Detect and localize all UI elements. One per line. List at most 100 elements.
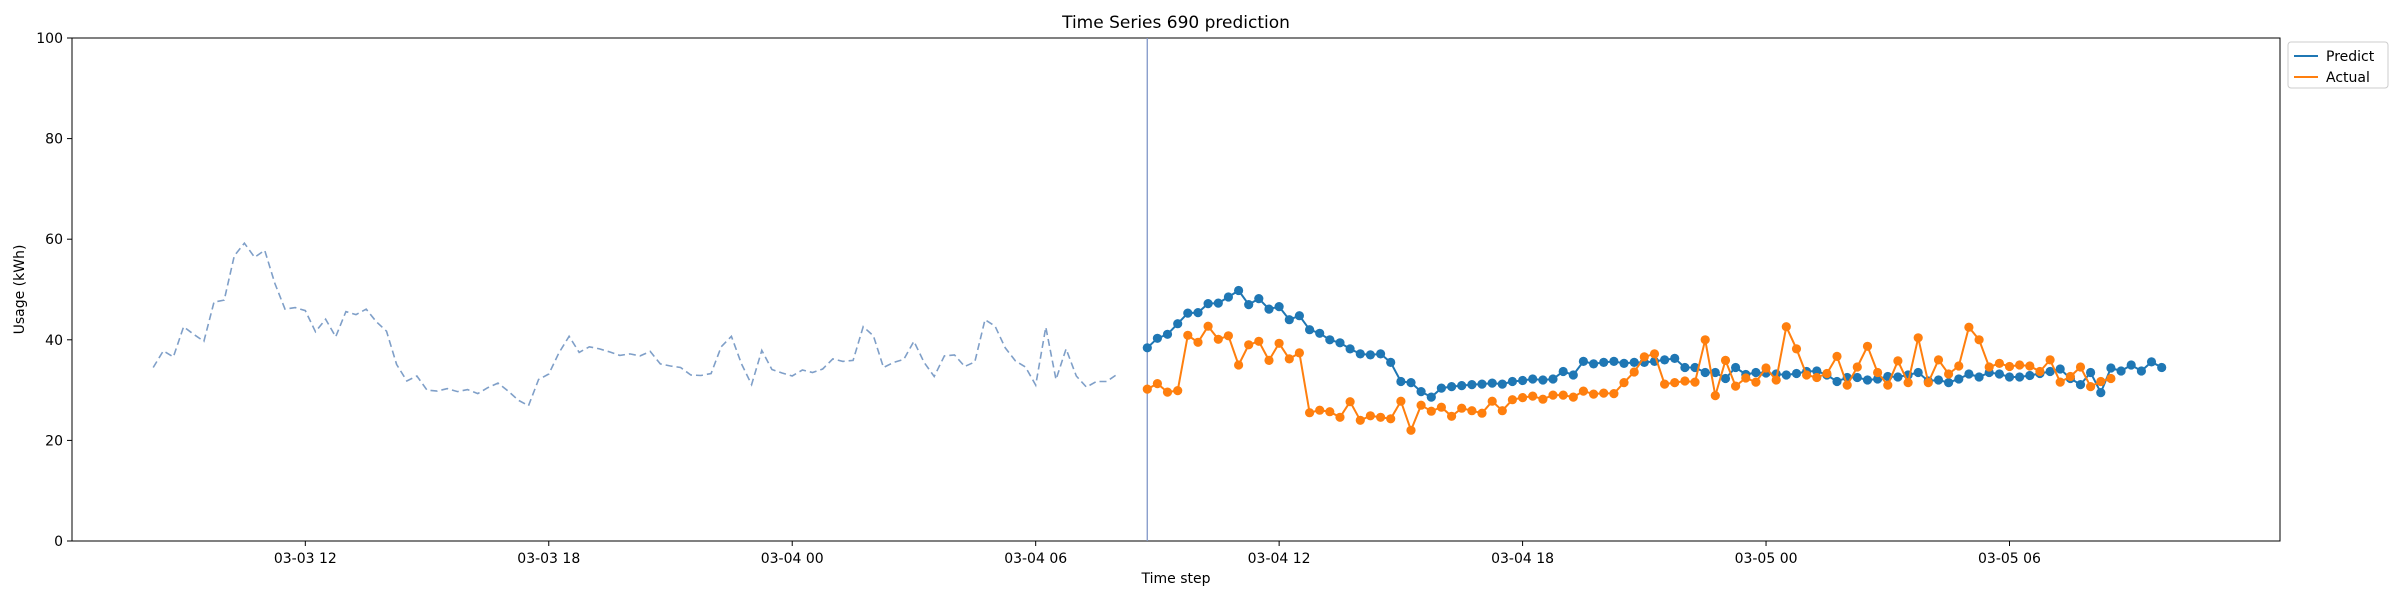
actual-point <box>1670 378 1680 388</box>
actual-point <box>1994 358 2004 368</box>
predict-point <box>1862 375 1873 385</box>
predict-point <box>1467 380 1477 390</box>
predict-point <box>1507 376 1517 387</box>
y-tick-label: 20 <box>45 433 63 449</box>
actual-point <box>1589 389 1599 399</box>
predict-point <box>2004 372 2015 382</box>
actual-point <box>1964 322 1974 332</box>
predict-point <box>2045 366 2055 377</box>
predict-point <box>1457 381 1467 391</box>
actual-point <box>2096 376 2106 387</box>
predict-point <box>1731 362 1741 373</box>
actual-point <box>1538 394 1548 404</box>
actual-point <box>1467 406 1477 416</box>
actual-point <box>1619 378 1629 388</box>
actual-point <box>1700 335 1710 345</box>
predict-point <box>1315 328 1325 338</box>
predict-point <box>1152 333 1162 343</box>
predict-point <box>1406 378 1416 388</box>
x-tick-label: 03-04 18 <box>1491 551 1554 567</box>
actual-point <box>1791 344 1802 354</box>
actual-point <box>1315 405 1325 415</box>
predict-point <box>1234 285 1244 296</box>
actual-point <box>1558 390 1568 400</box>
actual-point <box>1497 406 1507 416</box>
actual-point <box>1457 403 1467 413</box>
predict-point <box>1781 370 1791 380</box>
actual-point <box>1447 411 1457 421</box>
actual-point <box>1142 384 1152 394</box>
actual-point <box>2045 355 2055 365</box>
predict-point <box>1254 294 1264 304</box>
actual-point <box>1264 355 1274 365</box>
actual-point <box>1548 390 1558 400</box>
x-tick-label: 03-04 12 <box>1248 551 1311 567</box>
actual-point <box>1406 425 1416 435</box>
predict-point <box>1619 358 1629 368</box>
predict-point <box>1700 367 1710 378</box>
predict-point <box>1589 359 1599 369</box>
predict-point <box>1173 319 1183 329</box>
actual-point <box>1842 380 1852 390</box>
predict-point <box>1609 356 1619 366</box>
chart-title: Time Series 690 prediction <box>1061 13 1290 33</box>
predict-point <box>1345 344 1355 354</box>
predict-point <box>1933 375 1944 385</box>
x-tick-label: 03-03 12 <box>274 551 337 567</box>
actual-point <box>1426 406 1436 416</box>
actual-point <box>1345 397 1355 407</box>
x-tick-label: 03-04 00 <box>761 551 824 567</box>
predict-point <box>1274 302 1284 312</box>
predict-point <box>2086 367 2096 378</box>
predict-point <box>1416 387 1426 397</box>
plot-frame <box>71 37 2281 542</box>
predict-point <box>1710 367 1720 378</box>
predict-point <box>1568 370 1578 380</box>
predict-point <box>1396 376 1406 387</box>
actual-point <box>1629 367 1639 377</box>
predict-point <box>1791 368 1802 379</box>
predict-point <box>1213 298 1223 308</box>
actual-point <box>1162 387 1173 397</box>
actual-point <box>1710 391 1720 401</box>
actual-point <box>2025 361 2035 371</box>
actual-point <box>2065 371 2075 382</box>
predict-point <box>1964 369 1974 379</box>
actual-point <box>1173 386 1183 396</box>
predict-point <box>2146 357 2157 367</box>
predict-point <box>1680 362 1690 373</box>
actual-point <box>1761 363 1771 373</box>
actual-point <box>1568 392 1578 402</box>
x-tick-label: 03-05 00 <box>1735 551 1798 567</box>
actual-point <box>1294 348 1304 358</box>
predict-point <box>1426 392 1436 402</box>
actual-point <box>1284 354 1294 364</box>
predict-point <box>1376 349 1386 359</box>
actual-point <box>1690 377 1700 387</box>
actual-point <box>1720 355 1731 365</box>
actual-point <box>1771 375 1781 385</box>
actual-point <box>1193 337 1203 347</box>
actual-point <box>1203 321 1213 331</box>
predict-point <box>1284 315 1294 325</box>
actual-point <box>1254 336 1264 346</box>
y-axis-title: Usage (kWh) <box>12 245 28 335</box>
predict-point <box>1812 366 1822 376</box>
predict-point <box>1142 343 1152 353</box>
actual-point <box>2075 362 2086 372</box>
actual-point <box>2106 373 2116 384</box>
predict-point <box>1518 375 1528 386</box>
predict-point <box>1244 300 1254 310</box>
y-tick-label: 40 <box>45 333 63 349</box>
predict-point <box>2116 366 2126 376</box>
actual-point <box>1923 378 1933 388</box>
actual-point <box>1365 411 1375 421</box>
plot-area: 0 20 40 60 80 100 03-03 12 03-03 18 03-04 00 03-0… <box>36 31 2281 567</box>
actual-point <box>1335 412 1345 422</box>
predict-point <box>1629 357 1639 367</box>
actual-point <box>1680 376 1690 386</box>
predict-point <box>1852 372 1862 383</box>
actual-point <box>1751 377 1761 387</box>
actual-point <box>1325 407 1335 417</box>
